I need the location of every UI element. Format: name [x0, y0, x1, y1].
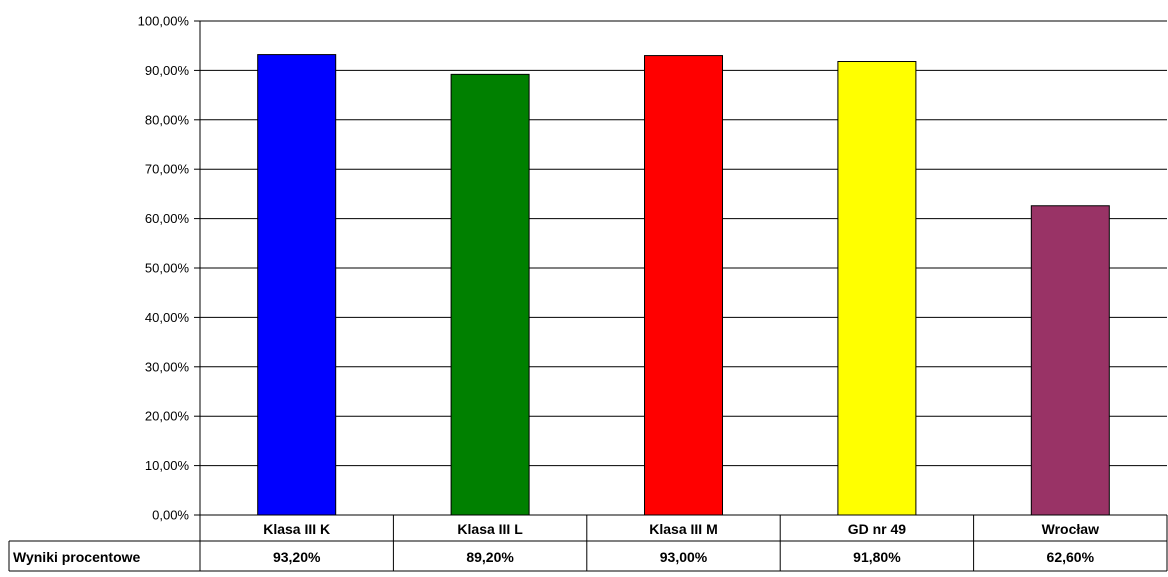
bar	[1030, 205, 1110, 516]
table-value-label: 89,20%	[466, 549, 514, 565]
x-category-label: Klasa III K	[263, 521, 330, 537]
y-tick-label: 40,00%	[145, 310, 190, 325]
table-value-label: 93,00%	[660, 549, 708, 565]
y-tick-label: 70,00%	[145, 162, 190, 177]
table-value-label: 62,60%	[1047, 549, 1095, 565]
bar	[837, 61, 917, 516]
y-tick-label: 60,00%	[145, 211, 190, 226]
table-value-label: 93,20%	[273, 549, 321, 565]
x-category-label: GD nr 49	[848, 521, 907, 537]
x-category-label: Wrocław	[1042, 521, 1099, 537]
bar	[257, 54, 337, 516]
table-value-label: 91,80%	[853, 549, 901, 565]
y-axis-ticks: 0,00% 10,00% 20,00% 30,00% 40,00% 50,00% 60,00…	[138, 14, 200, 523]
x-category-label: Klasa III L	[457, 521, 523, 537]
y-tick-label: 50,00%	[145, 261, 190, 276]
y-tick-label: 100,00%	[138, 14, 190, 29]
bar	[644, 55, 723, 516]
y-tick-label: 90,00%	[145, 63, 190, 78]
x-category-label: Klasa III M	[649, 521, 717, 537]
bars	[257, 54, 1110, 516]
y-tick-label: 0,00%	[152, 508, 189, 523]
y-tick-label: 80,00%	[145, 112, 190, 127]
y-tick-label: 30,00%	[145, 359, 190, 374]
data-table: Wyniki procentowe Klasa III K 93,20% Klasa …	[8, 514, 1168, 572]
bar	[450, 73, 530, 516]
y-tick-label: 10,00%	[145, 458, 190, 473]
y-tick-label: 20,00%	[145, 409, 190, 424]
table-series-label: Wyniki procentowe	[13, 549, 141, 565]
